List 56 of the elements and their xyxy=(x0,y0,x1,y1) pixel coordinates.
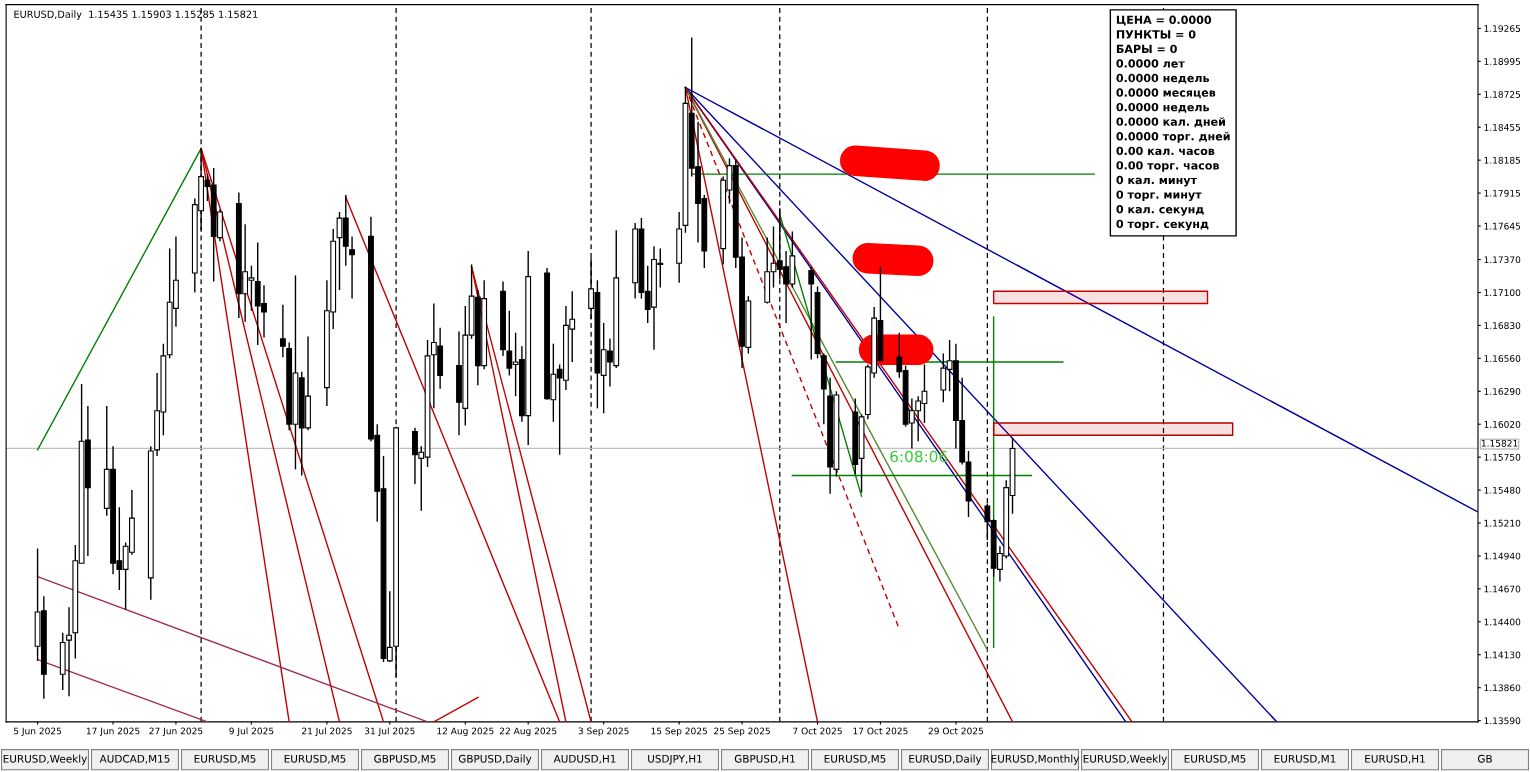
text: AUDUSD,H1 xyxy=(553,754,616,764)
text: ЦЕНА = 0.0000 ПУНКТЫ = 0 БАРЫ = 0 0.0000 лет 0.0000 недель 0.0000 месяцев 0.0000 недель 0.0000 кал. дней 0.0000 торг. дней 0.00 кал. часов 0.00 торг. часов 0 кал. минут 0 торг. минут 0 кал. секунд 0 торг. секунд xyxy=(1116,15,1230,231)
y-tick-label: 1.18455 xyxy=(1484,123,1521,131)
text: EURUSD,Daily 1.15435 1.15903 1.15285 1.15821 xyxy=(14,10,258,20)
x-tick-label: 15 Sep 2025 xyxy=(651,727,707,737)
text: EURUSD,M5 xyxy=(1184,754,1246,764)
x-tick-label: 7 Oct 2025 xyxy=(793,727,842,735)
x-tick-label: 17 Jun 2025 xyxy=(86,727,140,737)
y-tick-label: 1.15210 xyxy=(1484,519,1521,527)
y-tick-label: 1.17915 xyxy=(1484,189,1521,197)
x-tick-label: 25 Sep 2025 xyxy=(714,727,770,737)
y-tick-label: 1.17645 xyxy=(1484,222,1521,230)
y-tick-label: 1.14130 xyxy=(1484,651,1521,659)
x-tick-label: 9 Jul 2025 xyxy=(229,727,274,737)
text: GBPUSD,Daily xyxy=(458,754,532,765)
y-tick-label: 1.15480 xyxy=(1484,486,1521,494)
y-tick-label: 1.13590 xyxy=(1484,717,1521,725)
text: EURUSD,H1 xyxy=(1365,754,1425,764)
x-tick-label: 22 Aug 2025 xyxy=(499,727,557,737)
y-tick-label: 1.15750 xyxy=(1484,453,1521,461)
y-tick-label: 1.19265 xyxy=(1484,25,1521,32)
text: GBPUSD,M5 xyxy=(374,754,436,764)
y-tick-label: 1.17370 xyxy=(1484,256,1521,264)
text: EURUSD,Daily xyxy=(909,754,982,765)
text: EURUSD,M5 xyxy=(824,754,886,764)
x-tick-label: 17 Oct 2025 xyxy=(853,727,908,735)
y-tick-label: 1.13860 xyxy=(1484,684,1521,692)
x-tick-label: 31 Jul 2025 xyxy=(364,727,415,737)
x-tick-label: 27 Jun 2025 xyxy=(149,727,203,737)
x-tick-label: 29 Oct 2025 xyxy=(928,727,984,735)
y-tick-label: 1.17100 xyxy=(1484,289,1521,297)
text: EURUSD,M1 xyxy=(1274,754,1336,764)
x-tick-label: 12 Aug 2025 xyxy=(437,727,494,737)
y-tick-label: 1.16560 xyxy=(1484,355,1521,362)
y-tick-label: 1.18995 xyxy=(1484,58,1521,65)
text: USDJPY,H1 xyxy=(648,754,702,765)
y-tick-label: 1.18725 xyxy=(1484,91,1521,98)
text: GB xyxy=(1477,754,1492,763)
x-tick-label: 5 Jun 2025 xyxy=(13,727,62,737)
y-tick-label: 1.16830 xyxy=(1484,322,1521,329)
text: EURUSD,M5 xyxy=(284,754,346,764)
x-tick-label: 21 Jul 2025 xyxy=(302,727,352,737)
text: EURUSD,Weekly xyxy=(1083,754,1167,765)
ref-line-label: 1.15821 xyxy=(1481,439,1518,447)
x-tick-label: 3 Sep 2025 xyxy=(578,727,629,737)
text: EURUSD,M5 xyxy=(194,754,256,764)
y-tick-label: 1.14670 xyxy=(1484,585,1521,593)
y-tick-label: 1.16020 xyxy=(1484,420,1521,428)
text: AUDCAD,M15 xyxy=(99,754,170,764)
y-tick-label: 1.14940 xyxy=(1484,552,1521,560)
y-tick-label: 1.18185 xyxy=(1484,156,1521,164)
y-tick-label: 1.14400 xyxy=(1484,618,1521,626)
text: GBPUSD,H1 xyxy=(734,754,795,764)
text: EURUSD,Weekly xyxy=(3,754,87,765)
text: EURUSD,Monthly xyxy=(991,754,1080,765)
y-tick-label: 1.16290 xyxy=(1484,388,1521,395)
